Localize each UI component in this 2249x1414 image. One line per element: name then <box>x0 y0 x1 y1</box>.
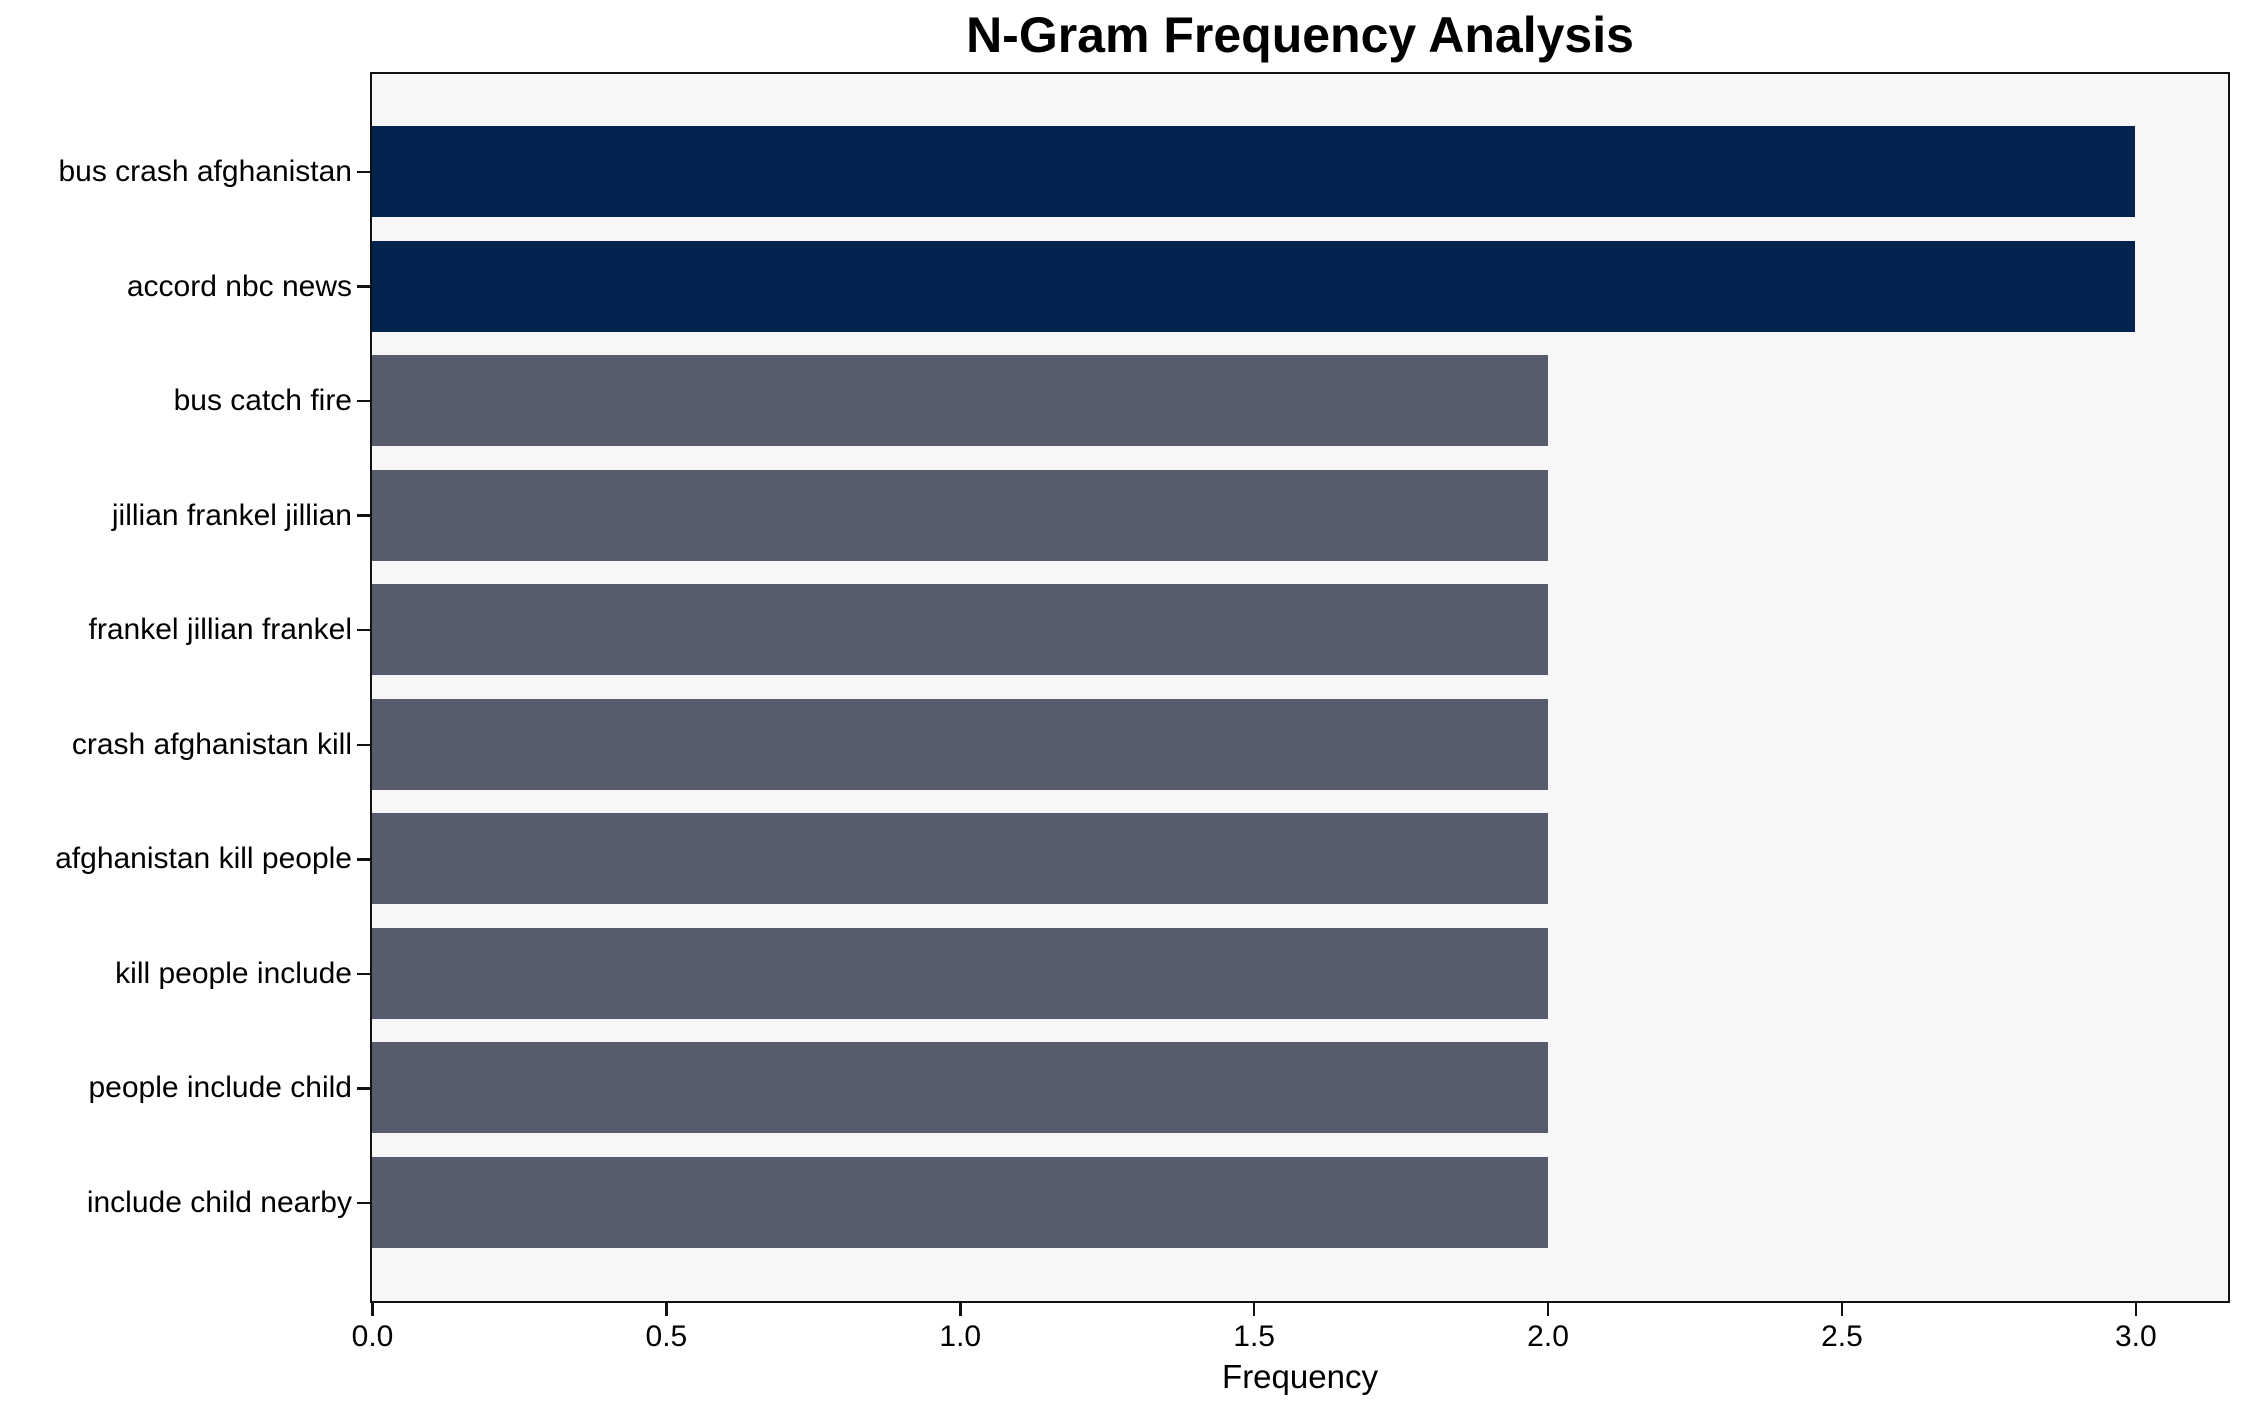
x-axis-title: Frequency <box>1222 1358 1378 1395</box>
y-tick-mark <box>357 514 370 517</box>
x-tick-label: 0.5 <box>645 1320 688 1353</box>
x-tick-label: 0.0 <box>351 1320 394 1353</box>
bar-afghanistan-kill-people <box>372 813 1548 905</box>
y-tick-label: frankel jillian frankel <box>88 613 352 647</box>
y-tick-mark <box>357 1201 370 1205</box>
y-tick-label: jillian frankel jillian <box>111 498 352 532</box>
y-tick-mark <box>357 858 370 861</box>
y-tick-label: bus crash afghanistan <box>58 155 352 188</box>
x-tick-label: 1.0 <box>939 1320 982 1353</box>
y-tick-mark <box>357 399 370 403</box>
bar-bus-catch-fire <box>372 355 1548 447</box>
x-tick-mark <box>1252 1303 1256 1316</box>
plot-area <box>370 72 2230 1303</box>
y-tick-label: afghanistan kill people <box>55 842 352 876</box>
bar-frankel-jillian-frankel <box>372 584 1548 676</box>
bar-jillian-frankel-jillian <box>372 469 1548 561</box>
x-tick-label: 2.0 <box>1527 1320 1569 1353</box>
bar-crash-afghanistan-kill <box>372 698 1548 790</box>
bar-accord-nbc-news <box>372 240 2136 332</box>
y-tick-label: include child nearby <box>86 1186 352 1220</box>
bar-bus-crash-afghanistan <box>372 126 2136 217</box>
y-tick-mark <box>357 285 370 288</box>
y-tick-label: bus catch fire <box>173 384 352 418</box>
bar-include-child-nearby <box>372 1157 1548 1249</box>
y-tick-label: people include child <box>88 1071 352 1105</box>
x-tick-mark <box>665 1303 668 1316</box>
y-tick-mark <box>357 628 370 632</box>
x-tick-mark <box>371 1303 374 1316</box>
x-tick-label: 3.0 <box>2114 1320 2157 1353</box>
x-tick-label: 1.5 <box>1233 1320 1275 1353</box>
bar-people-include-child <box>372 1042 1548 1134</box>
y-tick-mark <box>357 170 370 174</box>
y-tick-label: kill people include <box>115 956 352 990</box>
y-tick-mark <box>357 1087 370 1090</box>
x-tick-mark <box>2134 1303 2138 1316</box>
chart-title: N-Gram Frequency Analysis <box>966 7 1634 63</box>
y-tick-label: crash afghanistan kill <box>71 727 352 761</box>
x-tick-mark <box>959 1303 962 1316</box>
x-tick-mark <box>1840 1303 1844 1316</box>
x-tick-mark <box>1546 1303 1550 1316</box>
x-tick-label: 2.5 <box>1821 1320 1863 1353</box>
y-tick-mark <box>357 972 370 976</box>
bar-kill-people-include <box>372 927 1548 1019</box>
y-tick-label: accord nbc news <box>126 269 352 303</box>
y-tick-mark <box>357 743 370 747</box>
